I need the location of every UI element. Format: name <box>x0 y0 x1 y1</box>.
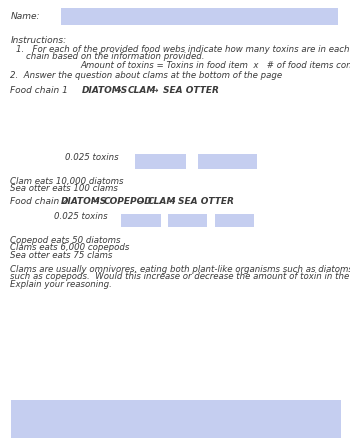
Text: Clams eats 6,000 copepods: Clams eats 6,000 copepods <box>10 244 130 252</box>
Text: Food chain 2: Food chain 2 <box>10 197 68 206</box>
Text: CLAM: CLAM <box>128 86 156 95</box>
Text: Amount of toxins = Toxins in food item  x   # of food items consumed: Amount of toxins = Toxins in food item x… <box>80 61 350 70</box>
Text: →: → <box>136 197 144 206</box>
FancyBboxPatch shape <box>135 154 186 169</box>
Text: →: → <box>168 197 175 206</box>
Text: Sea otter eats 100 clams: Sea otter eats 100 clams <box>10 184 118 193</box>
Text: Explain your reasoning.: Explain your reasoning. <box>10 280 112 289</box>
Text: COPEPOD: COPEPOD <box>104 197 153 206</box>
Text: CLAM: CLAM <box>148 197 176 206</box>
Text: Sea otter eats 75 clams: Sea otter eats 75 clams <box>10 251 113 260</box>
Text: 1.   For each of the provided food webs indicate how many toxins are in each lin: 1. For each of the provided food webs in… <box>16 45 350 54</box>
Text: 0.025 toxins: 0.025 toxins <box>65 153 118 162</box>
Text: 0.025 toxins: 0.025 toxins <box>54 212 108 221</box>
FancyBboxPatch shape <box>198 154 257 169</box>
FancyBboxPatch shape <box>215 214 254 227</box>
Text: DIATOMS: DIATOMS <box>82 86 128 95</box>
Text: Copepod eats 50 diatoms: Copepod eats 50 diatoms <box>10 236 121 245</box>
Text: SEA OTTER: SEA OTTER <box>163 86 219 95</box>
Text: 2.  Answer the question about clams at the bottom of the page: 2. Answer the question about clams at th… <box>10 71 283 80</box>
FancyBboxPatch shape <box>10 400 341 438</box>
FancyBboxPatch shape <box>61 8 338 25</box>
Text: Instructions:: Instructions: <box>10 36 66 45</box>
Text: Clams are usually omnivores, eating both plant-like organisms such as diatoms an: Clams are usually omnivores, eating both… <box>10 265 350 274</box>
Text: →: → <box>92 197 99 206</box>
Text: Food chain 1: Food chain 1 <box>10 86 68 95</box>
Text: Name:: Name: <box>10 12 40 21</box>
Text: →: → <box>114 86 121 95</box>
Text: Clam eats 10,000 diatoms: Clam eats 10,000 diatoms <box>10 177 124 186</box>
Text: DIATOMS: DIATOMS <box>61 197 107 206</box>
FancyBboxPatch shape <box>168 214 206 227</box>
Text: chain based on the information provided.: chain based on the information provided. <box>26 52 205 61</box>
Text: SEA OTTER: SEA OTTER <box>178 197 234 206</box>
FancyBboxPatch shape <box>121 214 161 227</box>
Text: →: → <box>150 86 158 95</box>
Text: such as copepods.  Would this increase or decrease the amount of toxin in the cl: such as copepods. Would this increase or… <box>10 273 350 281</box>
